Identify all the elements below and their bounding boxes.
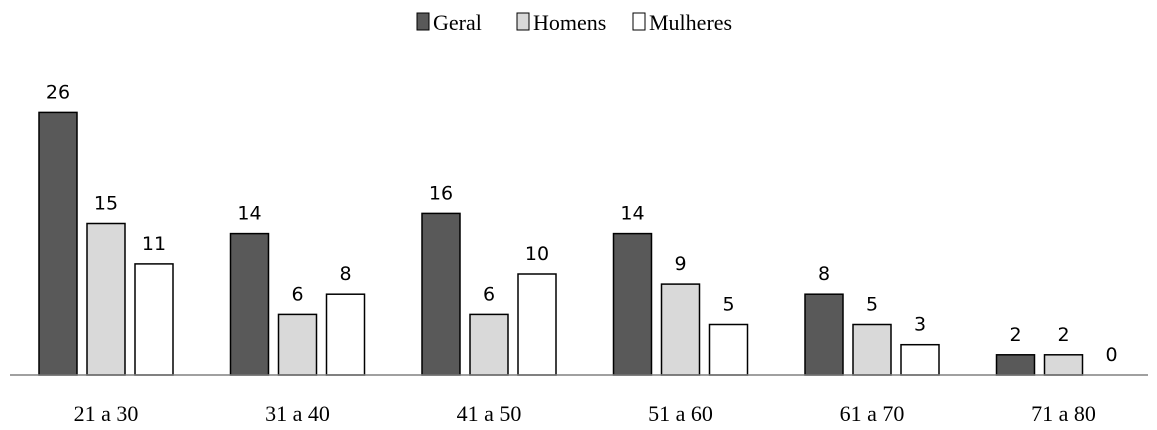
bar-homens-3 [469, 313, 509, 376]
value-label-geral-3: 16 [429, 182, 453, 204]
bar-homens-4 [660, 283, 701, 376]
value-label-homens-5: 5 [866, 294, 878, 316]
x-tick-label-4: 51 a 60 [648, 401, 713, 426]
value-label-homens-1: 15 [94, 193, 118, 215]
legend-label-geral: Geral [433, 10, 482, 35]
x-tick-label-1: 21 a 30 [74, 401, 139, 426]
bar-geral-3 [421, 212, 461, 376]
value-label-mulheres-2: 8 [339, 263, 351, 285]
value-label-homens-6: 2 [1057, 324, 1069, 346]
x-tick-label-3: 41 a 50 [457, 401, 522, 426]
legend-label-mulheres: Mulheres [649, 10, 732, 35]
bar-mulheres-4 [708, 323, 749, 376]
x-tick-labels-group: 21 a 30 31 a 40 41 a 50 51 a 60 61 a 70 71 a … [74, 401, 1096, 426]
bar-mulheres-1 [134, 263, 174, 376]
bars-group [38, 111, 1084, 376]
value-label-geral-1: 26 [46, 81, 70, 103]
value-label-homens-3: 6 [483, 283, 495, 305]
x-tick-label-6: 71 a 80 [1031, 401, 1096, 426]
value-label-geral-2: 14 [237, 203, 261, 225]
bar-geral-4 [612, 232, 653, 376]
value-label-mulheres-1: 11 [142, 233, 166, 255]
bar-mulheres-5 [900, 343, 940, 376]
value-label-geral-6: 2 [1009, 324, 1021, 346]
bar-geral-1 [38, 111, 78, 376]
value-label-mulheres-4: 5 [722, 294, 734, 316]
legend-swatch-mulheres [632, 12, 646, 31]
value-label-geral-4: 14 [620, 203, 644, 225]
bar-homens-1 [86, 222, 126, 376]
bar-geral-2 [229, 232, 270, 376]
value-label-homens-4: 9 [674, 253, 686, 275]
value-label-mulheres-6: 0 [1105, 344, 1117, 366]
legend-swatch-geral [416, 12, 430, 31]
value-labels-group: 26 15 11 14 6 8 16 6 10 14 9 5 8 5 3 2 2 0 [46, 81, 1118, 366]
value-label-homens-2: 6 [291, 283, 303, 305]
x-tick-label-5: 61 a 70 [840, 401, 905, 426]
bar-homens-2 [277, 313, 318, 376]
bar-mulheres-2 [325, 293, 366, 376]
bar-geral-6 [995, 354, 1036, 376]
bar-homens-6 [1043, 354, 1084, 376]
bar-geral-5 [804, 293, 844, 376]
value-label-mulheres-5: 3 [914, 314, 926, 336]
bar-homens-5 [852, 323, 892, 376]
value-label-geral-5: 8 [818, 263, 830, 285]
x-tick-label-2: 31 a 40 [265, 401, 330, 426]
value-label-mulheres-3: 10 [525, 243, 549, 265]
bar-mulheres-3 [517, 273, 557, 376]
legend: Geral Homens Mulheres [416, 10, 732, 35]
legend-label-homens: Homens [533, 10, 606, 35]
legend-swatch-homens [516, 12, 530, 31]
